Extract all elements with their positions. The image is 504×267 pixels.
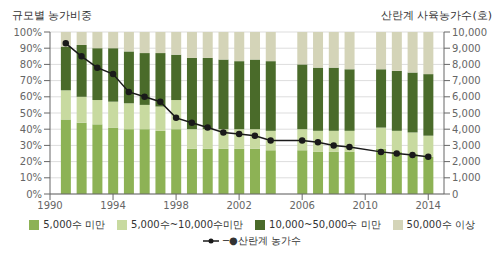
svg-text:30%: 30% [20, 140, 42, 151]
svg-text:100%: 100% [13, 27, 42, 38]
svg-text:1,000: 1,000 [452, 172, 481, 183]
svg-text:5,000: 5,000 [452, 108, 481, 119]
svg-text:6,000: 6,000 [452, 91, 481, 102]
svg-text:10%: 10% [20, 172, 42, 183]
svg-text:1994: 1994 [100, 200, 125, 211]
svg-text:0: 0 [452, 189, 458, 200]
svg-text:40%: 40% [20, 124, 42, 135]
svg-text:0%: 0% [26, 189, 42, 200]
svg-text:1990: 1990 [37, 200, 62, 211]
svg-text:10,000: 10,000 [452, 27, 487, 38]
svg-text:7,000: 7,000 [452, 75, 481, 86]
html-text:─●산란계 농가수: ─●산란계 농가수 [223, 235, 301, 246]
html-text:산란계 사육농가수(호): 산란계 사육농가수(호) [380, 9, 492, 22]
html-text:50,000수 이상: 50,000수 이상 [406, 219, 475, 230]
svg-text:20%: 20% [20, 156, 42, 167]
svg-text:80%: 80% [20, 59, 42, 70]
html-text:5,000수~10,000수미만: 5,000수~10,000수미만 [131, 219, 243, 230]
svg-text:70%: 70% [20, 75, 42, 86]
svg-text:1998: 1998 [163, 200, 188, 211]
html-text:규모별 농가비중: 규모별 농가비중 [12, 9, 93, 22]
svg-text:2002: 2002 [226, 200, 251, 211]
html-text:10,000~50,000수 미만: 10,000~50,000수 미만 [269, 219, 381, 230]
svg-text:8,000: 8,000 [452, 59, 481, 70]
svg-text:2014: 2014 [416, 200, 441, 211]
svg-text:50%: 50% [20, 108, 42, 119]
svg-text:2006: 2006 [289, 200, 314, 211]
svg-text:90%: 90% [20, 43, 42, 54]
svg-text:2,000: 2,000 [452, 156, 481, 167]
svg-text:4,000: 4,000 [452, 124, 481, 135]
svg-text:3,000: 3,000 [452, 140, 481, 151]
svg-text:2010: 2010 [352, 200, 377, 211]
html-text:5,000수 미만: 5,000수 미만 [43, 219, 105, 230]
svg-text:60%: 60% [20, 91, 42, 102]
svg-text:9,000: 9,000 [452, 43, 481, 54]
